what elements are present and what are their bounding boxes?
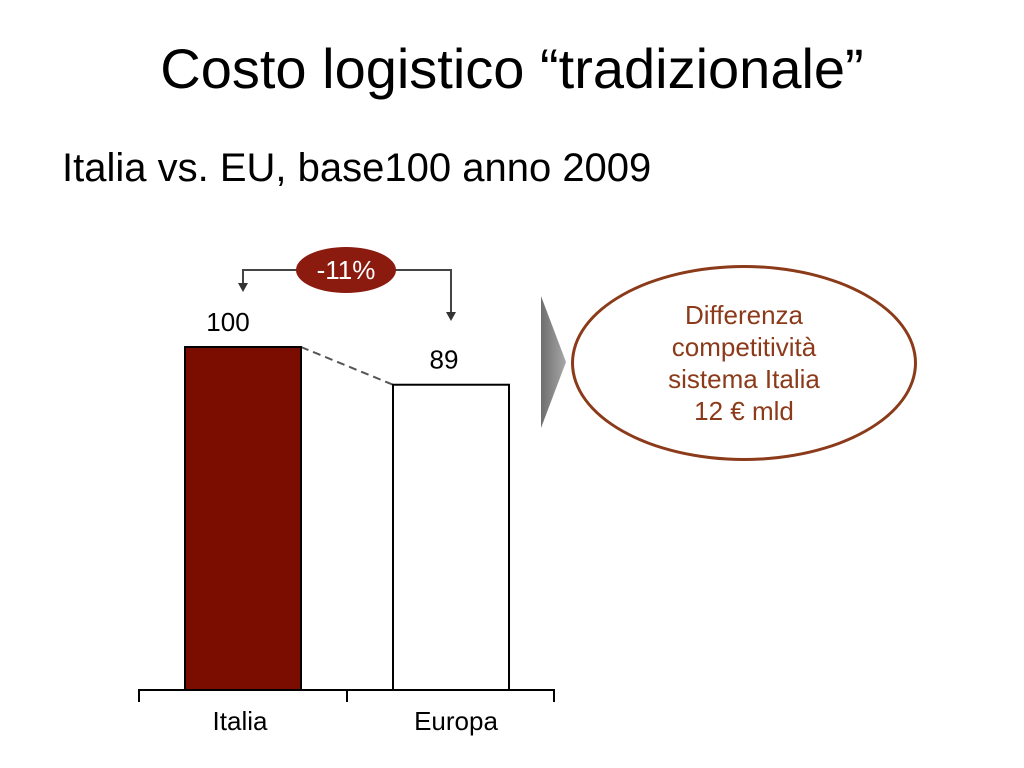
data-label: 89 <box>430 345 459 375</box>
callout-line: 12 € mld <box>694 396 794 426</box>
data-label: 100 <box>206 307 249 337</box>
callout-ellipse: Differenza competitività sistema Italia … <box>571 265 917 461</box>
callout-line: Differenza <box>684 300 803 330</box>
bar-italia <box>184 346 302 691</box>
annotation-label: -11% <box>317 255 376 285</box>
category-label: Europa <box>414 706 498 736</box>
callout-text: Differenza competitività sistema Italia … <box>668 299 820 427</box>
slide-subtitle: Italia vs. EU, base100 anno 2009 <box>62 146 652 190</box>
bar-europa <box>392 383 510 691</box>
arrow-down-icon <box>446 312 456 321</box>
arrow-down-icon <box>238 283 248 292</box>
callout-line: competitività <box>671 332 817 362</box>
annotation-badge <box>296 247 396 293</box>
category-label: Italia <box>213 706 268 736</box>
callout-line: sistema Italia <box>668 364 820 394</box>
connector-line <box>300 346 394 386</box>
chevron-arrow-icon <box>541 296 566 428</box>
slide-title: Costo logistico “tradizionale” <box>160 37 864 100</box>
